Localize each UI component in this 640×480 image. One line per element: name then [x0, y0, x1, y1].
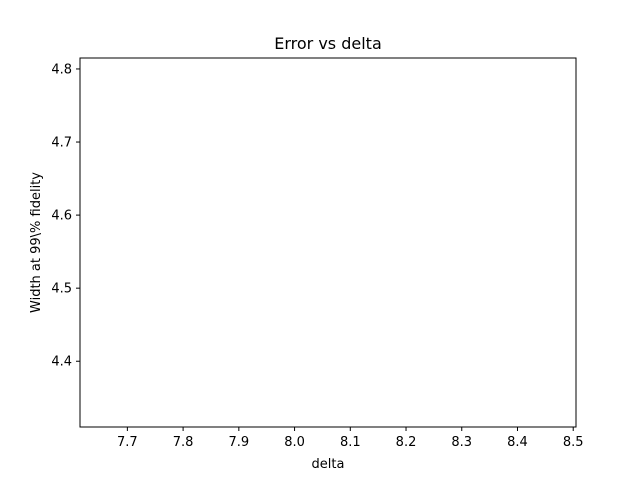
y-axis-label: Width at 99\% fidelity: [29, 172, 44, 313]
y-axis-ticks: 4.4 4.5 4.6 4.7 4.8: [51, 62, 80, 370]
plot-frame: [79, 57, 577, 428]
x-tick-label: 8.2: [396, 435, 417, 450]
plot-area: [80, 58, 576, 427]
y-tick-label: 4.6: [51, 209, 72, 224]
y-tick-label: 4.5: [51, 282, 72, 297]
chart-title: Error vs delta: [274, 34, 382, 53]
y-tick-label: 4.7: [51, 136, 72, 151]
x-tick-label: 7.9: [228, 435, 249, 450]
x-tick-label: 8.1: [340, 435, 361, 450]
x-tick-label: 8.0: [284, 435, 305, 450]
x-axis-label: delta: [312, 457, 345, 472]
x-tick-label: 7.8: [173, 435, 194, 450]
x-tick-label: 7.7: [117, 435, 138, 450]
y-tick-label: 4.8: [51, 62, 72, 77]
x-axis-ticks: 7.7 7.8 7.9 8.0 8.1 8.2 8.3 8.4 8.5: [117, 427, 584, 450]
y-tick-label: 4.4: [51, 355, 72, 370]
x-tick-label: 8.3: [451, 435, 472, 450]
x-tick-label: 8.4: [507, 435, 528, 450]
x-tick-label: 8.5: [563, 435, 584, 450]
